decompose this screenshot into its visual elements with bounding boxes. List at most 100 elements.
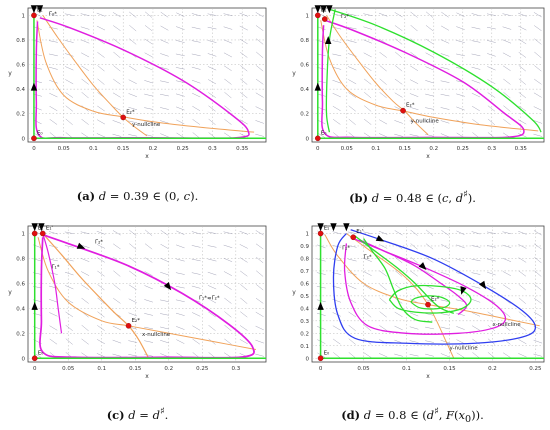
- direction-field-arrow: [440, 313, 450, 316]
- direction-field-arrow: [425, 229, 434, 236]
- direction-field-arrow: [65, 92, 74, 98]
- direction-field-arrow: [192, 119, 200, 125]
- direction-field-arrow: [113, 284, 121, 291]
- direction-field-arrow: [113, 51, 121, 58]
- direction-field-arrow: [64, 13, 74, 16]
- curve-orbit: [329, 8, 542, 133]
- direction-arrowhead: [163, 282, 172, 291]
- direction-field-arrow: [394, 133, 404, 137]
- caption-a: (a) d = 0.39 ∈ (0, c).: [76, 189, 199, 203]
- direction-field-arrow: [486, 231, 496, 234]
- direction-field-arrow: [175, 40, 185, 43]
- direction-field-arrow: [471, 245, 481, 248]
- direction-field-arrow: [255, 243, 264, 250]
- direction-field-arrow: [409, 79, 419, 84]
- direction-field-arrow: [502, 271, 511, 276]
- direction-field-arrow: [144, 271, 153, 276]
- direction-field-arrow: [144, 80, 153, 84]
- direction-field-arrow: [533, 120, 543, 124]
- direction-field-arrow: [223, 244, 233, 248]
- direction-field-arrow: [49, 231, 58, 235]
- direction-field-arrow: [363, 52, 372, 58]
- direction-field-arrow: [502, 258, 512, 262]
- direction-field-arrow: [129, 25, 137, 32]
- direction-field-arrow: [425, 52, 434, 58]
- panel-d: 0 0.05 0.1 0.15 0.2 0.25 0 0.1 0.2 0.3 0.4 0.5 0.6 0.…: [292, 223, 545, 380]
- direction-field-arrow: [96, 25, 106, 31]
- direction-field-arrow: [440, 353, 450, 358]
- equilibrium-label: E₂*: [406, 103, 415, 109]
- direction-field-arrow: [410, 229, 418, 236]
- direction-field-arrow: [129, 243, 137, 250]
- direction-field-arrow: [191, 79, 201, 84]
- direction-field-arrow: [440, 271, 450, 276]
- direction-field-arrow: [160, 66, 169, 70]
- direction-field-arrow: [129, 229, 137, 236]
- direction-field-arrow: [112, 12, 121, 18]
- direction-field-arrow: [363, 284, 372, 290]
- equilibrium-point: [125, 323, 132, 329]
- curve-x-nullcline: [37, 237, 257, 351]
- direction-field-arrow: [144, 93, 154, 97]
- direction-field-arrow: [487, 105, 496, 112]
- direction-arrowhead: [460, 286, 467, 295]
- curve-x-nullcline: [324, 234, 540, 327]
- direction-field-arrow: [456, 258, 465, 262]
- direction-field-arrow: [112, 92, 121, 98]
- direction-field-arrow: [395, 51, 403, 58]
- direction-arrowhead: [31, 223, 38, 232]
- direction-field-arrow: [486, 40, 496, 43]
- direction-field-arrow: [64, 271, 74, 276]
- direction-arrowhead: [478, 280, 487, 290]
- y-tick-label: 1: [22, 231, 26, 237]
- direction-field-arrow: [440, 340, 450, 344]
- direction-field-arrow: [456, 53, 465, 57]
- x-tick-label: 0.3: [487, 146, 496, 152]
- x-tick-label: 0.05: [341, 146, 354, 152]
- direction-field-arrow: [256, 38, 264, 45]
- direction-field-arrow: [332, 258, 342, 262]
- direction-field-arrow: [160, 133, 169, 138]
- direction-field-arrow: [97, 105, 105, 112]
- direction-field-arrow: [255, 297, 264, 304]
- direction-field-arrow: [332, 79, 342, 84]
- direction-field-arrow: [48, 53, 58, 57]
- direction-field-arrow: [472, 119, 480, 125]
- direction-field-arrow: [80, 26, 90, 30]
- direction-field-arrow: [394, 12, 403, 18]
- direction-field-arrow: [80, 13, 90, 16]
- direction-field-arrow: [394, 92, 403, 98]
- direction-field-arrow: [239, 119, 248, 125]
- direction-field-arrow: [160, 313, 169, 316]
- curve-y-nullcline: [42, 15, 148, 137]
- equilibrium-label: E₁': [356, 229, 363, 235]
- direction-field-arrow: [332, 53, 342, 57]
- direction-field-arrow: [113, 38, 121, 45]
- direction-field-arrow: [49, 79, 58, 84]
- curve-y-nullcline: [42, 233, 150, 359]
- direction-field-arrow: [129, 11, 137, 18]
- curve-orbit: [325, 9, 336, 133]
- direction-field-arrow: [112, 325, 122, 331]
- curve-orbit: [321, 19, 525, 139]
- direction-field-arrow: [160, 93, 169, 97]
- direction-field-arrow: [471, 40, 481, 43]
- direction-field-arrow: [144, 257, 153, 263]
- y-tick-label: 0.7: [300, 269, 309, 275]
- equilibrium-point: [39, 230, 46, 237]
- caption-c: (c) d = d♯.: [106, 406, 169, 422]
- direction-field-arrow: [332, 338, 341, 345]
- x-tick-label: 0.3: [208, 146, 217, 152]
- equilibrium-label: E₁: [37, 7, 43, 13]
- direction-field-arrow: [208, 132, 216, 139]
- y-tick-label: 0.8: [16, 38, 25, 44]
- direction-field-arrow: [175, 67, 185, 70]
- direction-field-arrow: [471, 258, 481, 262]
- direction-field-arrow: [192, 325, 201, 331]
- direction-field-arrow: [456, 40, 465, 43]
- direction-field-arrow: [49, 338, 58, 345]
- direction-field-arrow: [409, 93, 419, 97]
- direction-field-arrow: [410, 11, 418, 18]
- direction-field-arrow: [471, 53, 481, 57]
- direction-field-arrow: [224, 311, 232, 318]
